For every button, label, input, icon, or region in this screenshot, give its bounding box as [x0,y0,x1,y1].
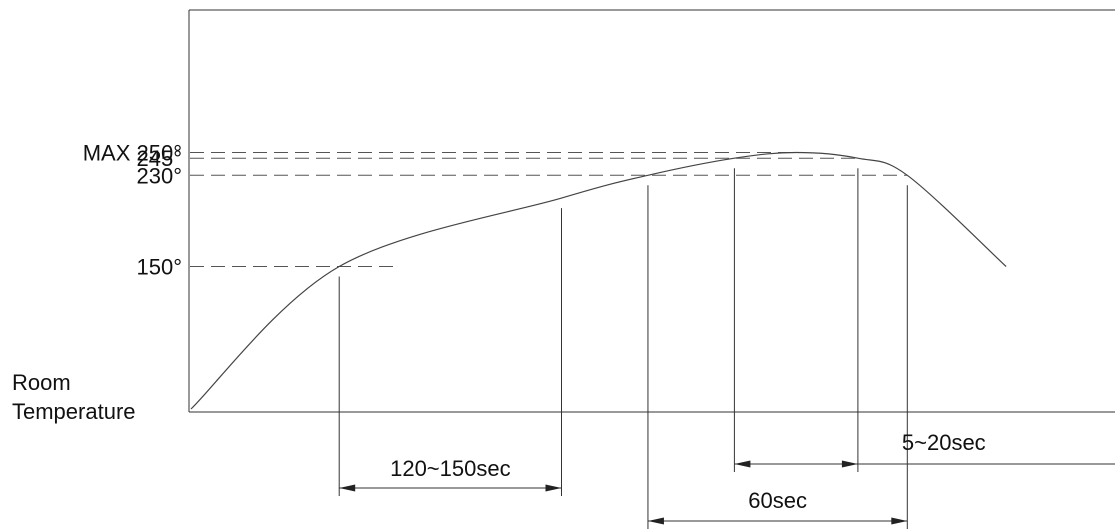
y-base-label-line2: Temperature [12,399,136,424]
temperature-guide-lines [190,152,908,267]
y-tick-label-150: 150° [136,255,182,280]
dimension-arrow-right [841,460,858,468]
dimension-arrow-right [545,484,562,492]
dimension-arrow-left [647,517,664,525]
dimension-arrow-left [339,484,356,492]
time-dimensions: 120~150sec 60sec 5~20sec [338,168,1115,529]
y-base-label-line1: Room [12,370,71,395]
temperature-curve [190,151,1007,410]
dimension-label: 120~150sec [390,456,511,481]
dimension-arrow-left [734,460,751,468]
y-tick-label-230: 230° [136,163,182,188]
dimension-label: 5~20sec [902,430,986,455]
dimension-arrow-right [891,517,908,525]
plot-frame [188,9,1115,413]
y-axis-labels: MAX 250°245°230° 150° Room Temperature [12,141,182,425]
dimension-label: 60sec [748,488,807,513]
curve-points [190,151,1008,411]
temperature-curve-line [190,151,1007,410]
y-tick-label-245: 245° [136,146,182,171]
y-tick-label-250: MAX 250° [83,141,182,166]
